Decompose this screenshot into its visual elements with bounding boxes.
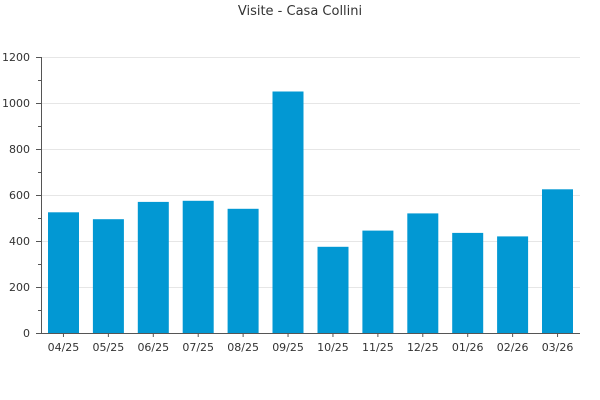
y-tick-label: 1000 <box>2 97 30 110</box>
x-tick-label: 08/25 <box>227 341 259 354</box>
bar <box>317 246 349 334</box>
bar <box>48 212 79 334</box>
x-tick-label: 05/25 <box>93 341 125 354</box>
bar <box>497 236 529 333</box>
x-tick-label: 11/25 <box>362 341 394 354</box>
y-tick-label: 1200 <box>2 51 30 64</box>
bar <box>452 232 484 333</box>
axes <box>36 57 580 337</box>
bar <box>272 91 304 333</box>
bar <box>407 213 439 333</box>
tick-labels: 0 200 400 600 800 1000 1200 04/25 05/25 06/25 07/2… <box>2 51 573 354</box>
x-tick-label: 02/26 <box>497 341 529 354</box>
gridlines <box>41 57 580 288</box>
y-tick-label: 800 <box>9 143 30 156</box>
bar <box>227 208 259 333</box>
y-tick-label: 600 <box>9 189 30 202</box>
y-tick-label: 400 <box>9 235 30 248</box>
x-tick-label: 01/26 <box>452 341 484 354</box>
bar <box>182 200 214 334</box>
bar <box>92 219 124 333</box>
bars <box>48 91 573 334</box>
x-tick-label: 06/25 <box>137 341 169 354</box>
x-tick-label: 03/26 <box>542 341 574 354</box>
chart-title: Visite - Casa Collini <box>237 4 363 19</box>
x-tick-label: 07/25 <box>182 341 214 354</box>
x-tick-label: 12/25 <box>407 341 439 354</box>
x-tick-label: 04/25 <box>48 341 80 354</box>
bar <box>542 189 573 334</box>
bar <box>362 230 394 333</box>
y-tick-label: 200 <box>9 281 30 294</box>
x-tick-label: 09/25 <box>272 341 304 354</box>
bar <box>137 201 169 333</box>
x-tick-label: 10/25 <box>317 341 349 354</box>
y-tick-label: 0 <box>23 327 30 340</box>
